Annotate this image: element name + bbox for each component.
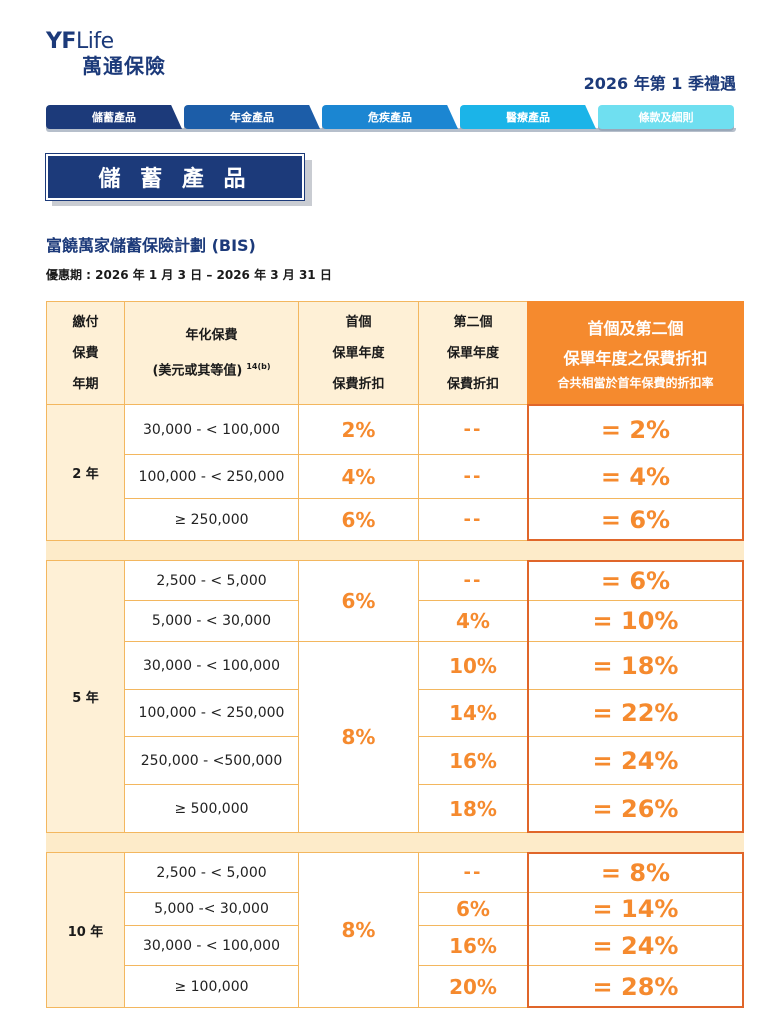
total-discount: = 8% [527,852,744,893]
term-2-years: 2 年 [46,404,125,541]
second-year-discount: -- [418,560,528,601]
term-10-years: 10 年 [46,852,125,1008]
tab-annuity[interactable]: 年金產品 [184,105,320,129]
total-discount: = 22% [527,689,744,737]
group-divider [46,833,744,852]
total-discount: = 14% [527,892,744,926]
logo-chinese: 萬通保險 [82,54,166,78]
premium-range: 2,500 - < 5,000 [124,852,299,893]
header-premium: 年化保費 (美元或其等值) 14(b) [124,301,299,405]
total-discount: = 2% [527,404,744,455]
first-year-discount: 4% [298,454,419,499]
second-year-discount: 10% [418,641,528,690]
first-year-discount: 6% [298,560,419,642]
premium-range: 30,000 - < 100,000 [124,925,299,966]
premium-range: 100,000 - < 250,000 [124,689,299,737]
total-discount: = 6% [527,498,744,541]
second-year-discount: 16% [418,736,528,785]
logo-brand-b: Life [75,29,114,54]
premium-range: 100,000 - < 250,000 [124,454,299,499]
second-year-discount: -- [418,454,528,499]
header-first-year: 首個 保單年度 保費折扣 [298,301,419,405]
premium-range: 30,000 - < 100,000 [124,404,299,455]
tab-savings[interactable]: 儲蓄產品 [46,105,182,129]
first-year-discount: 8% [298,852,419,1008]
total-discount: = 4% [527,454,744,499]
premium-range: 2,500 - < 5,000 [124,560,299,601]
company-logo: YFLife 萬通保險 [46,29,166,79]
plan-title: 富饒萬家儲蓄保險計劃 (BIS) [46,236,256,255]
offer-period: 優惠期 : 2026 年 1 月 3 日 – 2026 年 3 月 31 日 [46,268,332,282]
total-discount: = 18% [527,641,744,690]
first-year-discount: 2% [298,404,419,455]
group-divider [46,541,744,560]
header-total: 首個及第二個 保單年度之保費折扣 合共相當於首年保費的折扣率 [527,301,744,405]
premium-range: ≥ 500,000 [124,784,299,833]
product-tabs: 儲蓄產品 年金產品 危疾產品 醫療產品 條款及細則 [46,105,736,131]
second-year-discount: 4% [418,600,528,642]
header-term: 繳付 保費 年期 [46,301,125,405]
second-year-discount: -- [418,404,528,455]
logo-brand-a: YF [46,29,76,54]
tab-critical-illness[interactable]: 危疾產品 [322,105,458,129]
premium-range: ≥ 100,000 [124,965,299,1008]
premium-range: 250,000 - <500,000 [124,736,299,785]
total-discount: = 28% [527,965,744,1008]
premium-range: 30,000 - < 100,000 [124,641,299,690]
second-year-discount: 18% [418,784,528,833]
section-title: 儲 蓄 產 品 [45,153,305,201]
premium-range: 5,000 -< 30,000 [124,892,299,926]
total-discount: = 10% [527,600,744,642]
header-second-year: 第二個 保單年度 保費折扣 [418,301,528,405]
second-year-discount: 16% [418,925,528,966]
second-year-discount: 6% [418,892,528,926]
first-year-discount: 8% [298,641,419,833]
second-year-discount: 20% [418,965,528,1008]
tab-medical[interactable]: 醫療產品 [460,105,596,129]
premium-range: 5,000 - < 30,000 [124,600,299,642]
premium-range: ≥ 250,000 [124,498,299,541]
second-year-discount: -- [418,498,528,541]
total-discount: = 24% [527,925,744,966]
footnote-ref: 14(b) [246,361,271,371]
second-year-discount: 14% [418,689,528,737]
tab-terms[interactable]: 條款及細則 [598,105,734,129]
total-discount: = 26% [527,784,744,833]
total-discount: = 6% [527,560,744,601]
term-5-years: 5 年 [46,560,125,833]
second-year-discount: -- [418,852,528,893]
first-year-discount: 6% [298,498,419,541]
tabs-shadow [46,128,736,132]
quarter-title: 2026 年第 1 季禮遇 [583,74,736,93]
total-discount: = 24% [527,736,744,785]
